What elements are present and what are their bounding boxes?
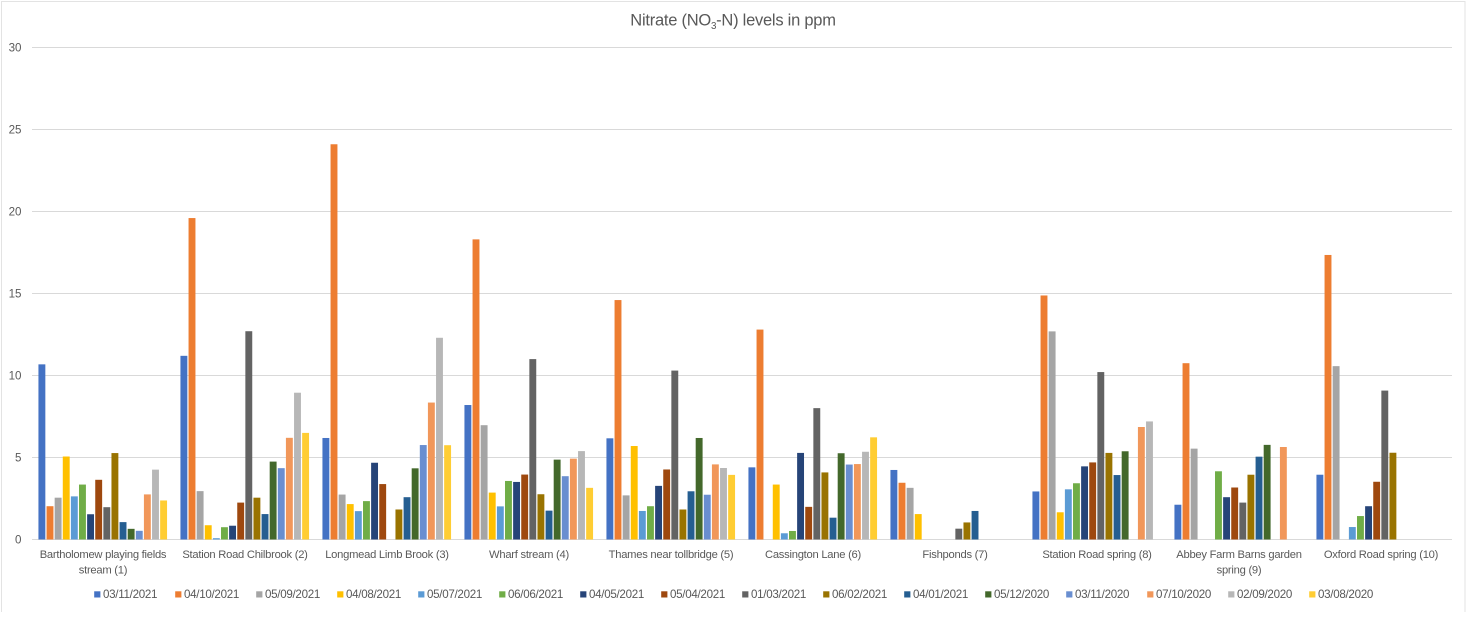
- svg-text:30: 30: [9, 42, 22, 55]
- svg-text:05/04/2021: 05/04/2021: [670, 588, 725, 601]
- svg-text:Longmead Limb Brook (3): Longmead Limb Brook (3): [325, 549, 449, 561]
- svg-text:03/08/2020: 03/08/2020: [1318, 588, 1373, 601]
- svg-text:01/03/2021: 01/03/2021: [751, 588, 806, 601]
- svg-text:05/09/2021: 05/09/2021: [265, 588, 320, 601]
- svg-text:10: 10: [9, 370, 22, 383]
- svg-text:20: 20: [9, 206, 22, 219]
- svg-text:06/02/2021: 06/02/2021: [832, 588, 887, 601]
- svg-text:Station Road Chilbrook (2): Station Road Chilbrook (2): [182, 549, 308, 561]
- svg-text:02/09/2020: 02/09/2020: [1237, 588, 1292, 601]
- svg-text:Bartholomew playing fields: Bartholomew playing fields: [40, 549, 167, 561]
- svg-text:03/11/2020: 03/11/2020: [1075, 588, 1129, 601]
- svg-text:Abbey Farm Barns garden: Abbey Farm Barns garden: [1176, 549, 1301, 561]
- svg-text:15: 15: [9, 288, 22, 301]
- svg-text:25: 25: [9, 124, 22, 137]
- svg-text:04/10/2021: 04/10/2021: [184, 588, 239, 601]
- svg-text:04/05/2021: 04/05/2021: [589, 588, 644, 601]
- svg-text:Nitrate (NO3-N) levels in ppm: Nitrate (NO3-N) levels in ppm: [630, 12, 835, 32]
- svg-text:spring (9): spring (9): [1217, 564, 1262, 576]
- svg-text:06/06/2021: 06/06/2021: [508, 588, 563, 601]
- svg-text:04/08/2021: 04/08/2021: [346, 588, 401, 601]
- svg-text:0: 0: [15, 534, 21, 547]
- svg-text:Cassington Lane (6): Cassington Lane (6): [765, 549, 862, 561]
- svg-text:Station Road spring (8): Station Road spring (8): [1042, 549, 1152, 561]
- svg-text:07/10/2020: 07/10/2020: [1156, 588, 1211, 601]
- svg-text:05/07/2021: 05/07/2021: [427, 588, 482, 601]
- svg-text:05/12/2020: 05/12/2020: [994, 588, 1049, 601]
- svg-text:stream (1): stream (1): [79, 564, 128, 576]
- svg-text:Fishponds (7): Fishponds (7): [922, 549, 988, 561]
- svg-text:Oxford Road spring (10): Oxford Road spring (10): [1324, 549, 1439, 561]
- svg-text:03/11/2021: 03/11/2021: [103, 588, 157, 601]
- svg-text:04/01/2021: 04/01/2021: [913, 588, 968, 601]
- svg-text:Thames near tollbridge (5): Thames near tollbridge (5): [609, 549, 734, 561]
- svg-text:Wharf stream (4): Wharf stream (4): [489, 549, 569, 561]
- svg-text:5: 5: [15, 452, 21, 465]
